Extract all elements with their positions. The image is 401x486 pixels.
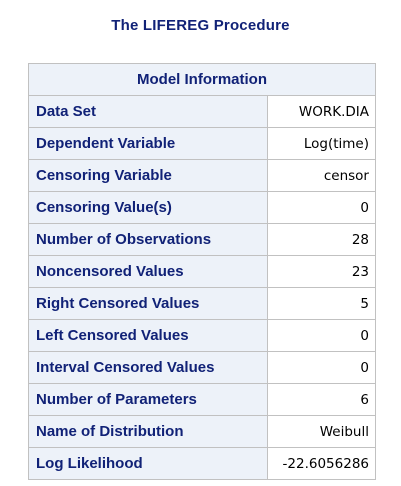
row-value: Log(time) — [267, 127, 376, 160]
row-label: Interval Censored Values — [28, 351, 268, 384]
row-value: 0 — [267, 351, 376, 384]
row-value: 0 — [267, 319, 376, 352]
row-label: Log Likelihood — [28, 447, 268, 480]
row-label: Noncensored Values — [28, 255, 268, 288]
table-row: Noncensored Values 23 — [28, 255, 376, 288]
model-information-table: Model Information Data Set WORK.DIA Depe… — [28, 63, 376, 480]
table-row: Censoring Variable censor — [28, 159, 376, 192]
row-label: Name of Distribution — [28, 415, 268, 448]
table-row: Number of Observations 28 — [28, 223, 376, 256]
row-value: 0 — [267, 191, 376, 224]
row-value: censor — [267, 159, 376, 192]
row-label: Number of Parameters — [28, 383, 268, 416]
row-label: Dependent Variable — [28, 127, 268, 160]
table-row: Censoring Value(s) 0 — [28, 191, 376, 224]
table-row: Left Censored Values 0 — [28, 319, 376, 352]
table-row: Log Likelihood -22.6056286 — [28, 447, 376, 480]
row-label: Right Censored Values — [28, 287, 268, 320]
row-value: 28 — [267, 223, 376, 256]
row-label: Data Set — [28, 95, 268, 128]
row-label: Censoring Value(s) — [28, 191, 268, 224]
row-value: 23 — [267, 255, 376, 288]
table-row: Dependent Variable Log(time) — [28, 127, 376, 160]
row-value: 5 — [267, 287, 376, 320]
table-row: Interval Censored Values 0 — [28, 351, 376, 384]
table-caption: Model Information — [28, 63, 376, 96]
procedure-title: The LIFEREG Procedure — [111, 17, 290, 34]
table-row: Right Censored Values 5 — [28, 287, 376, 320]
row-value: -22.6056286 — [267, 447, 376, 480]
row-label: Censoring Variable — [28, 159, 268, 192]
table-row: Data Set WORK.DIA — [28, 95, 376, 128]
table-row: Name of Distribution Weibull — [28, 415, 376, 448]
table-row: Number of Parameters 6 — [28, 383, 376, 416]
row-value: 6 — [267, 383, 376, 416]
row-value: WORK.DIA — [267, 95, 376, 128]
table-caption-row: Model Information — [28, 63, 376, 96]
row-label: Number of Observations — [28, 223, 268, 256]
row-label: Left Censored Values — [28, 319, 268, 352]
row-value: Weibull — [267, 415, 376, 448]
